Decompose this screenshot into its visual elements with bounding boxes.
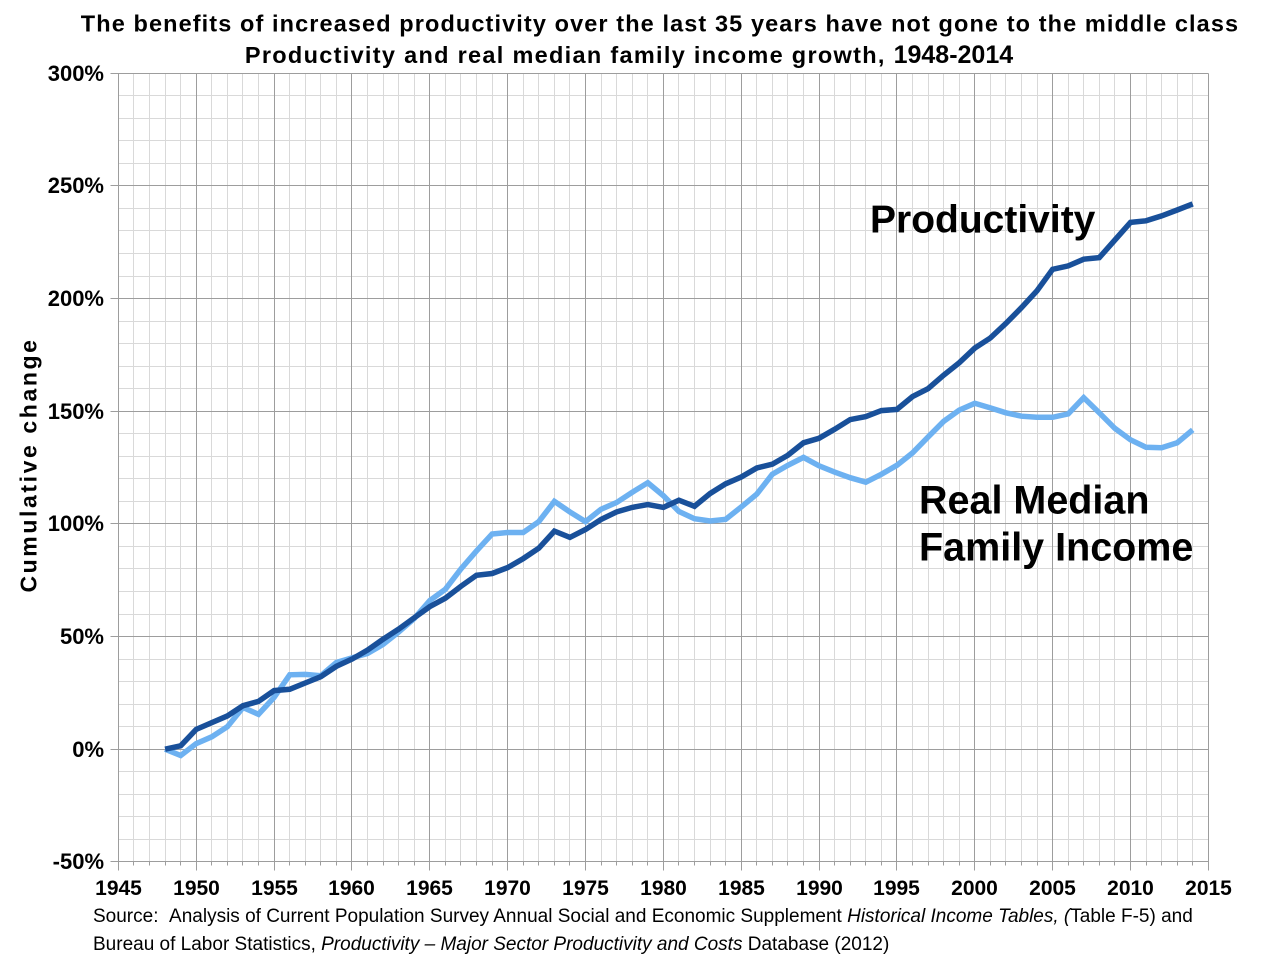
svg-text:Bureau of Labor Statistics, Pr: Bureau of Labor Statistics, Productivity… <box>93 934 889 955</box>
svg-text:100%: 100% <box>48 511 104 536</box>
svg-text:Family Income: Family Income <box>919 526 1193 570</box>
svg-text:1960: 1960 <box>328 877 375 900</box>
svg-text:0%: 0% <box>72 737 104 762</box>
svg-text:300%: 300% <box>48 61 104 86</box>
svg-text:1980: 1980 <box>640 877 687 900</box>
svg-text:2000: 2000 <box>951 877 998 900</box>
svg-text:1945: 1945 <box>95 877 142 900</box>
svg-text:Real Median: Real Median <box>919 479 1149 523</box>
svg-text:250%: 250% <box>48 173 104 198</box>
svg-text:150%: 150% <box>48 399 104 424</box>
svg-text:1985: 1985 <box>718 877 765 900</box>
svg-text:1970: 1970 <box>484 877 531 900</box>
svg-text:1950: 1950 <box>173 877 220 900</box>
svg-text:Productivity: Productivity <box>870 199 1096 242</box>
svg-text:1975: 1975 <box>562 877 609 900</box>
svg-text:1995: 1995 <box>873 877 920 900</box>
svg-text:1990: 1990 <box>796 877 843 900</box>
svg-text:200%: 200% <box>48 286 104 311</box>
svg-text:2015: 2015 <box>1185 877 1232 900</box>
svg-text:Productivity and real median f: Productivity and real median family inco… <box>245 41 1013 69</box>
svg-text:1965: 1965 <box>406 877 453 900</box>
svg-text:2005: 2005 <box>1029 877 1076 900</box>
svg-text:Cumulative change: Cumulative change <box>16 337 42 592</box>
svg-text:Source: Analysis of Current P: Source: Analysis of Current Population S… <box>93 906 1193 927</box>
svg-text:1955: 1955 <box>251 877 298 900</box>
svg-text:2010: 2010 <box>1107 877 1154 900</box>
svg-text:50%: 50% <box>60 624 104 649</box>
svg-text:The benefits of increased prod: The benefits of increased productivity o… <box>81 11 1239 37</box>
svg-text:-50%: -50% <box>53 849 104 874</box>
